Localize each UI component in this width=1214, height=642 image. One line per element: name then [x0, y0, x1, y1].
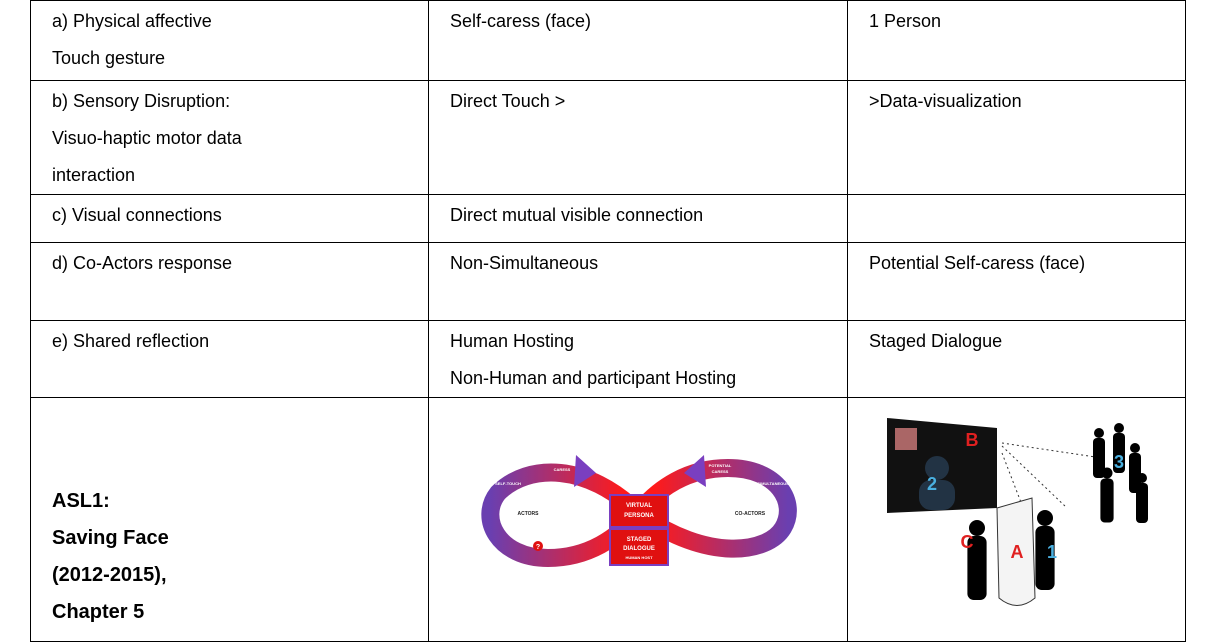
- dialogue-box: [609, 528, 669, 566]
- table-row: d) Co-Actors response Non-Simultaneous Pot…: [30, 242, 1186, 321]
- silhouette: [1036, 510, 1053, 526]
- scene-label: A: [1010, 542, 1023, 562]
- body: [918, 480, 955, 510]
- scroll: [995, 497, 1036, 606]
- cell-text: Human Hosting: [450, 331, 575, 351]
- silhouette: [968, 520, 985, 536]
- table-row: e) Shared reflection Human Hosting Non-Hum…: [30, 320, 1186, 398]
- potential-label: CARESS: [712, 469, 729, 474]
- document-table: a) Physical affective Touch gesture Self-c…: [30, 0, 1186, 642]
- cell-text: Staged Dialogue: [869, 331, 1003, 351]
- dialogue-label: STAGED: [627, 537, 652, 543]
- silhouette: [1034, 526, 1055, 590]
- scene-label: 3: [1113, 452, 1123, 472]
- cell-text: 1 Person: [869, 11, 942, 31]
- question-label: ?: [536, 544, 540, 551]
- table-row: c) Visual connections Direct mutual visib…: [30, 194, 1186, 243]
- actors-label: ACTORS: [517, 511, 539, 517]
- cell-text: Direct mutual visible connection: [450, 205, 704, 225]
- cell-text: Direct Touch >: [450, 91, 566, 111]
- silhouette: [1113, 423, 1124, 433]
- table-cell: B 2 C A 1 3: [847, 397, 1186, 642]
- silhouette: [1135, 483, 1148, 523]
- cell-text: Touch gesture: [52, 48, 166, 68]
- potential-label: POTENTIAL: [709, 463, 732, 468]
- table-cell: Staged Dialogue: [847, 320, 1186, 398]
- silhouette: [1128, 453, 1141, 493]
- arrow-head: [574, 455, 596, 487]
- table-cell: [847, 194, 1186, 243]
- table-cell: e) Shared reflection: [30, 320, 429, 398]
- cell-text: Visuo-haptic motor data: [52, 128, 242, 148]
- scene-figure: B 2 C A 1 3: [886, 418, 1148, 606]
- question-badge: [533, 541, 543, 551]
- table-cell: Self-caress (face): [428, 0, 848, 81]
- cell-text: a) Physical affective: [52, 11, 212, 31]
- table-cell: Non-Simultaneous: [428, 242, 848, 321]
- self-touch-label: SELF-TOUCH: [495, 481, 521, 486]
- caress-label: CARESS: [554, 467, 571, 472]
- project-title: Chapter 5: [52, 601, 145, 623]
- table-cell: ASL1: Saving Face (2012-2015), Chapter 5: [30, 397, 429, 642]
- scene-label: C: [960, 532, 973, 552]
- scene-label: 2: [926, 474, 936, 494]
- silhouette: [1093, 428, 1104, 438]
- table-cell: >Data-visualization: [847, 80, 1186, 195]
- project-title: Saving Face: [52, 527, 169, 549]
- table-cell: c) Visual connections: [30, 194, 429, 243]
- scene-label: 1: [1046, 542, 1056, 562]
- dialogue-label: DIALOGUE: [623, 546, 655, 552]
- cell-text: b) Sensory Disruption:: [52, 91, 231, 111]
- cell-text: d) Co-Actors response: [52, 253, 233, 273]
- project-title: ASL1:: [52, 490, 110, 512]
- table-cell: d) Co-Actors response: [30, 242, 429, 321]
- dotted-line: [1001, 442, 1102, 459]
- cell-text: Potential Self-caress (face): [869, 253, 1086, 273]
- cell-text: >Data-visualization: [869, 91, 1022, 111]
- cell-text: interaction: [52, 165, 136, 185]
- loop-figure: VIRTUAL PERSONA STAGED DIALOGUE HUMAN HOST AC…: [481, 455, 797, 568]
- table-cell: Direct Touch >: [428, 80, 848, 195]
- table-cell: a) Physical affective Touch gesture: [30, 0, 429, 81]
- table-cell: Potential Self-caress (face): [847, 242, 1186, 321]
- silhouette: [1101, 467, 1112, 479]
- arrow-head: [684, 455, 706, 487]
- silhouette: [1129, 443, 1140, 453]
- cell-text: Non-Simultaneous: [450, 253, 599, 273]
- table-cell: 1 Person: [847, 0, 1186, 81]
- table-row: a) Physical affective Touch gesture Self-c…: [30, 0, 1186, 81]
- cell-text: Non-Human and participant Hosting: [450, 368, 737, 388]
- persona-box: [609, 494, 669, 528]
- table-cell: VIRTUAL PERSONA STAGED DIALOGUE HUMAN HOST AC…: [428, 397, 848, 642]
- silhouette: [966, 536, 987, 600]
- table-row: ASL1: Saving Face (2012-2015), Chapter 5 VIR…: [30, 397, 1186, 642]
- project-title: (2012-2015),: [52, 564, 167, 586]
- persona-label: PERSONA: [624, 513, 654, 519]
- table-cell: Direct mutual visible connection: [428, 194, 848, 243]
- cell-text: Self-caress (face): [450, 11, 592, 31]
- silhouette: [1092, 438, 1105, 478]
- silhouette: [1099, 478, 1114, 523]
- silhouette: [1136, 473, 1147, 483]
- head: [924, 456, 949, 480]
- dotted-line: [1001, 452, 1027, 519]
- scene-label: B: [965, 430, 978, 450]
- silhouette: [1112, 433, 1125, 473]
- dialogue-label: HUMAN HOST: [625, 555, 653, 560]
- cell-text: c) Visual connections: [52, 205, 222, 225]
- co-actors-label: CO-ACTORS: [735, 511, 766, 517]
- cell-text: e) Shared reflection: [52, 331, 210, 351]
- screen-inset: [894, 428, 917, 450]
- table-cell: b) Sensory Disruption: Visuo-haptic motor…: [30, 80, 429, 195]
- table-row: b) Sensory Disruption: Visuo-haptic motor…: [30, 80, 1186, 195]
- non-simultaneous-label: NON-SIMULTANEOUS: [747, 481, 789, 486]
- table-cell: Human Hosting Non-Human and participant H…: [428, 320, 848, 398]
- persona-label: VIRTUAL: [626, 503, 652, 509]
